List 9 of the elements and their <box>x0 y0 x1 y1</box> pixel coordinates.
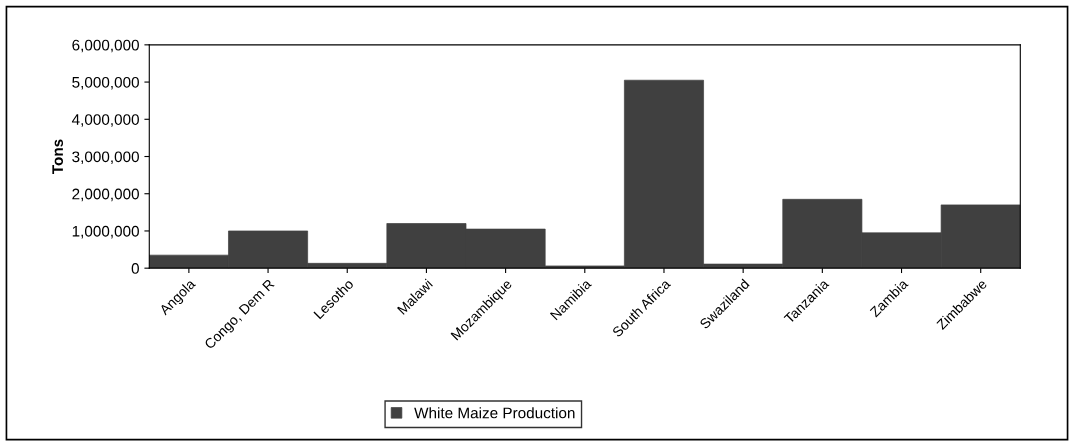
y-tick-label: 5,000,000 <box>72 76 139 90</box>
y-tick-label: 2,000,000 <box>72 188 139 202</box>
y-tick-label: 6,000,000 <box>72 39 139 53</box>
y-tick-label: 3,000,000 <box>72 151 139 164</box>
y-tick-label: 1,000,000 <box>72 225 139 239</box>
y-axis-title: Tons <box>52 139 64 175</box>
legend-label: White Maize Production <box>414 407 575 419</box>
y-tick-label: 4,000,000 <box>71 114 139 127</box>
y-tick-label: 0 <box>131 263 139 274</box>
